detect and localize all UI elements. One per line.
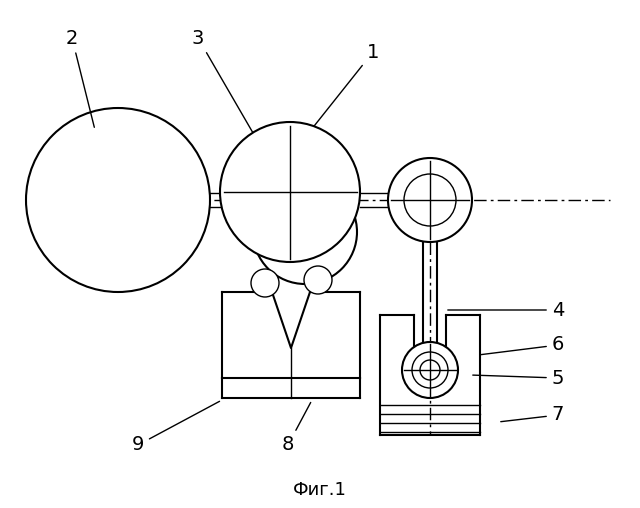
Circle shape [420, 360, 440, 380]
Text: Фиг.1: Фиг.1 [293, 481, 347, 499]
Text: 4: 4 [448, 301, 564, 320]
Circle shape [26, 108, 210, 292]
Circle shape [304, 266, 332, 294]
Text: 3: 3 [192, 28, 259, 143]
Circle shape [253, 180, 357, 284]
Circle shape [404, 174, 456, 226]
Text: 8: 8 [282, 402, 310, 455]
Text: 9: 9 [132, 401, 220, 455]
Circle shape [220, 122, 360, 262]
Text: 5: 5 [473, 368, 564, 388]
Text: 1: 1 [305, 43, 379, 138]
Circle shape [388, 158, 472, 242]
Text: 6: 6 [481, 335, 564, 355]
Text: 2: 2 [66, 28, 94, 128]
Circle shape [251, 269, 279, 297]
Text: 7: 7 [500, 405, 564, 425]
Circle shape [412, 352, 448, 388]
Circle shape [402, 342, 458, 398]
